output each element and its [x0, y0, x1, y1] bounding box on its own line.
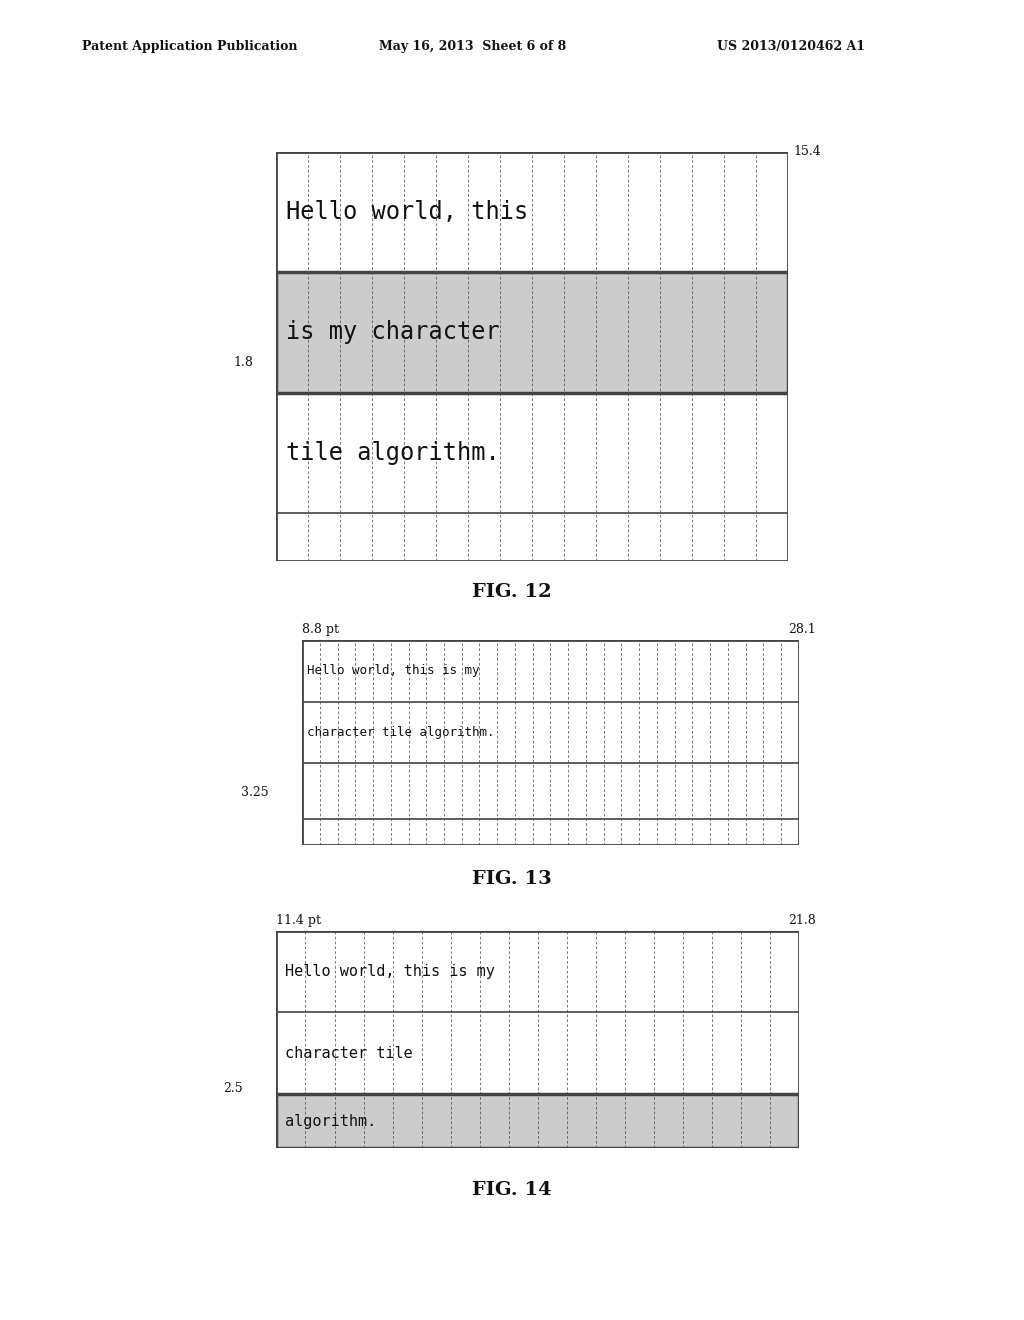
- Text: algorithm.: algorithm.: [285, 1114, 377, 1129]
- Text: Hello world, this is my: Hello world, this is my: [307, 664, 480, 677]
- Text: 2.5: 2.5: [223, 1082, 243, 1096]
- Text: 15.4: 15.4: [794, 145, 821, 158]
- Bar: [276, 272, 788, 392]
- Text: Hello world, this is my: Hello world, this is my: [285, 964, 495, 979]
- Text: 3.25: 3.25: [241, 785, 268, 799]
- Bar: [276, 1094, 799, 1148]
- Bar: [276, 272, 788, 392]
- Text: 8.8 pt: 8.8 pt: [302, 623, 339, 636]
- Text: May 16, 2013  Sheet 6 of 8: May 16, 2013 Sheet 6 of 8: [379, 40, 566, 53]
- Text: 21.8: 21.8: [788, 913, 816, 927]
- Text: Patent Application Publication: Patent Application Publication: [82, 40, 297, 53]
- Text: 1.8: 1.8: [233, 356, 253, 370]
- Text: character tile algorithm.: character tile algorithm.: [307, 726, 495, 739]
- Text: is my character: is my character: [286, 321, 500, 345]
- Text: Hello world, this: Hello world, this: [286, 199, 528, 224]
- Text: 11.4 pt: 11.4 pt: [276, 913, 322, 927]
- Text: character tile: character tile: [285, 1045, 413, 1060]
- Text: US 2013/0120462 A1: US 2013/0120462 A1: [717, 40, 865, 53]
- Text: FIG. 12: FIG. 12: [472, 582, 552, 601]
- Bar: [276, 1094, 799, 1148]
- Text: FIG. 14: FIG. 14: [472, 1180, 552, 1199]
- Text: FIG. 13: FIG. 13: [472, 870, 552, 888]
- Text: 28.1: 28.1: [788, 623, 816, 636]
- Text: tile algorithm.: tile algorithm.: [286, 441, 500, 465]
